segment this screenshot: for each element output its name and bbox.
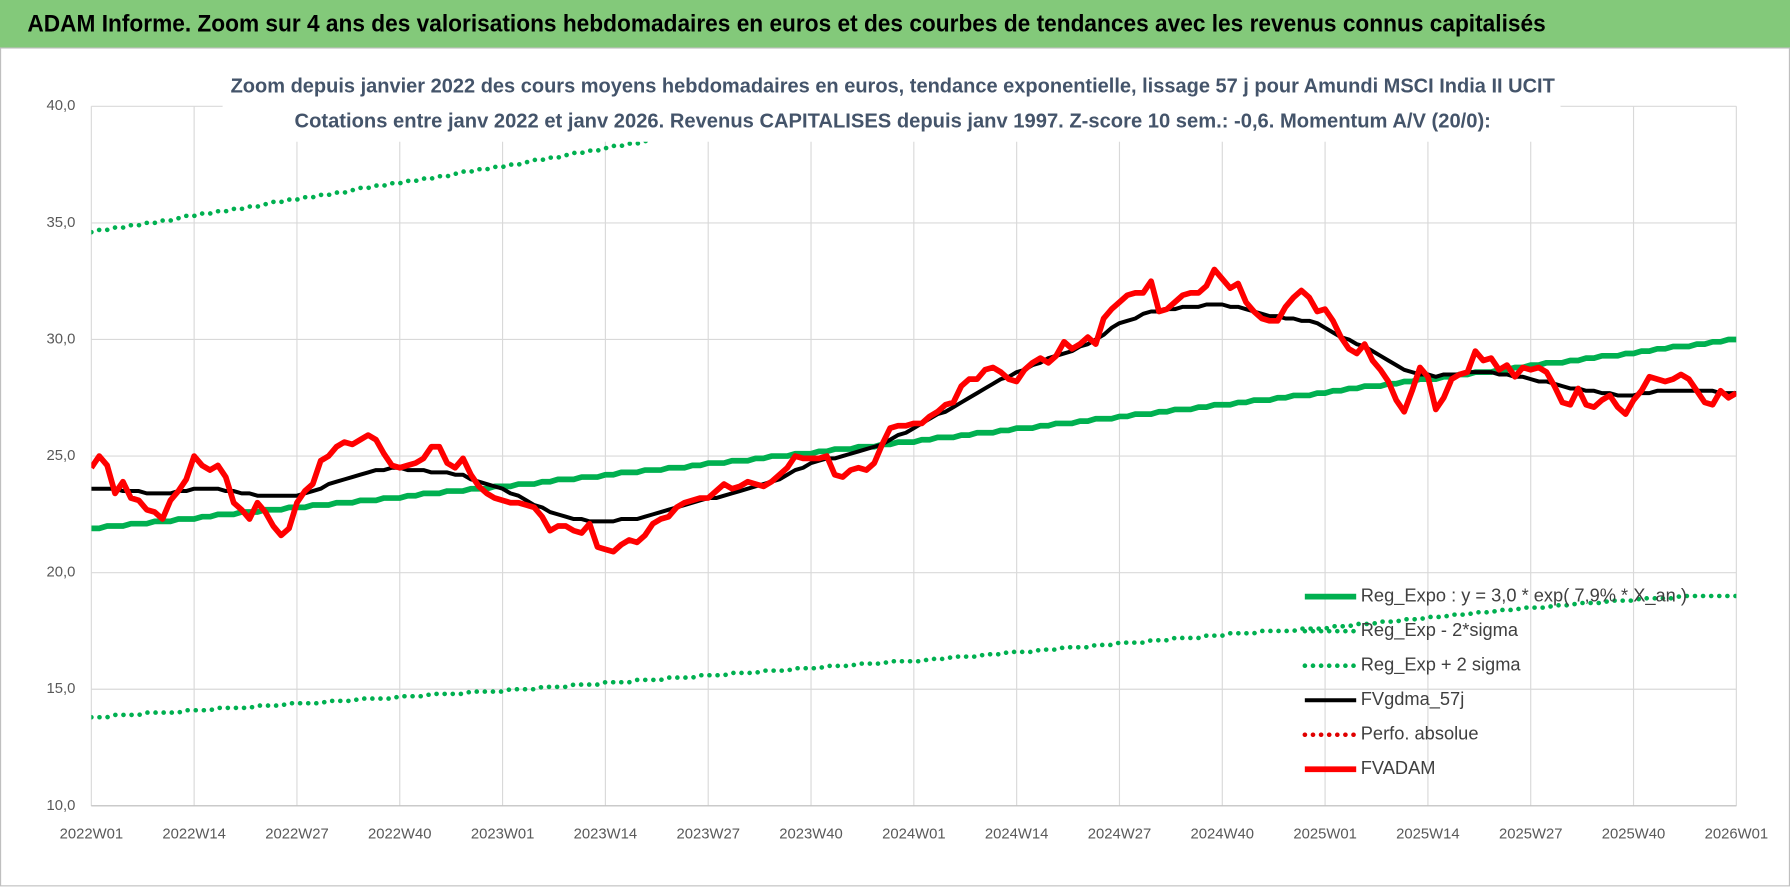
legend-label: Perfo. absolue	[1361, 723, 1479, 744]
x-tick-label: 2023W14	[574, 826, 638, 842]
series-line	[91, 593, 1737, 720]
x-tick-label: 2022W27	[265, 826, 329, 842]
chart-border	[0, 47, 1790, 887]
x-tick-label: 2025W14	[1396, 826, 1460, 842]
legend-label: FVADAM	[1361, 757, 1436, 778]
y-tick-label: 35,0	[46, 215, 75, 231]
x-tick-label: 2026W01	[1705, 826, 1769, 842]
x-tick-label: 2025W01	[1293, 826, 1357, 842]
x-tick-label: 2023W01	[471, 826, 535, 842]
chart-subtitle: Cotations entre janv 2022 et janv 2026. …	[295, 110, 1491, 133]
legend-label: Reg_Exp - 2*sigma	[1361, 619, 1519, 641]
legend: Reg_Expo : y = 3,0 * exp( 7,9% * X_an ) R…	[1302, 584, 1687, 778]
x-tick-label: 2022W40	[368, 826, 432, 842]
legend-label: Reg_Exp + 2 sigma	[1361, 654, 1522, 676]
title-box	[222, 68, 1561, 142]
y-tick-label: 20,0	[46, 565, 75, 581]
x-tick-label: 2023W40	[779, 826, 843, 842]
x-tick-label: 2024W01	[882, 826, 946, 842]
y-tick-label: 30,0	[46, 331, 75, 347]
y-tick-label: 10,0	[46, 798, 75, 814]
y-tick-label: 15,0	[46, 681, 75, 697]
y-tick-label: 25,0	[46, 448, 75, 464]
plot-lines	[91, 106, 1737, 720]
x-tick-label: 2023W27	[676, 826, 740, 842]
axes: 10,0 15,0 20,0 25,0 30,0 35,0 40,0 2022W01 2022W…	[46, 98, 1768, 842]
x-tick-label: 2024W40	[1191, 826, 1255, 842]
header-band	[0, 0, 1790, 49]
x-tick-label: 2024W27	[1088, 826, 1152, 842]
series-line	[91, 266, 1737, 555]
x-tick-label: 2025W40	[1602, 826, 1666, 842]
legend-label: FVgdma_57j	[1361, 688, 1465, 710]
x-tick-label: 2022W14	[162, 826, 226, 842]
x-tick-label: 2024W14	[985, 826, 1049, 842]
y-tick-label: 40,0	[46, 98, 75, 114]
x-tick-label: 2022W01	[60, 826, 124, 842]
page-title: ADAM Informe. Zoom sur 4 ans des valoris…	[27, 10, 1545, 37]
chart-title: Zoom depuis janvier 2022 des cours moyen…	[231, 74, 1556, 97]
x-tick-label: 2025W27	[1499, 826, 1563, 842]
legend-label: Reg_Expo : y = 3,0 * exp( 7,9% * X_an )	[1361, 584, 1687, 606]
